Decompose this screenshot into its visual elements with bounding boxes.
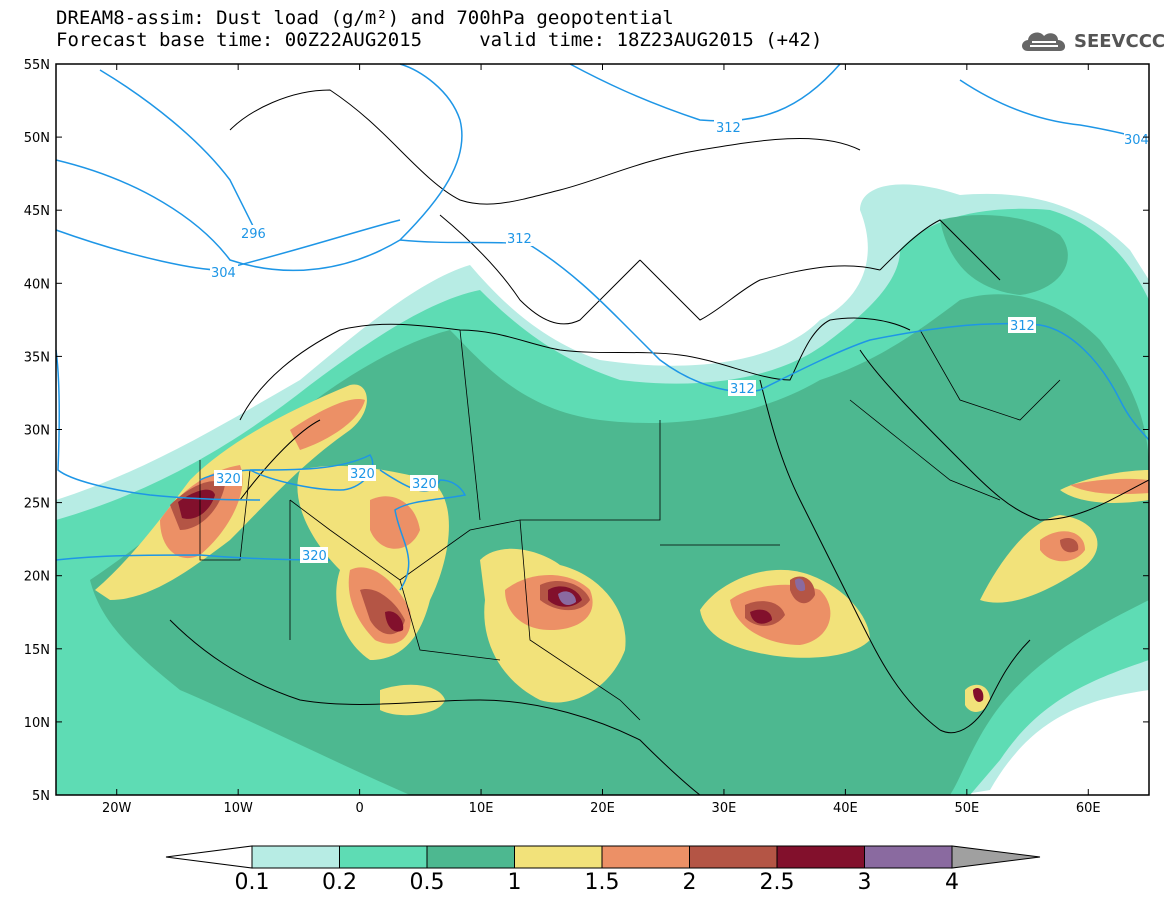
title-line-2: Forecast base time: 00Z22AUG2015 valid t… — [56, 29, 823, 51]
contour-label: 320 — [302, 549, 327, 564]
lon-tick-label: 0 — [355, 801, 363, 816]
dust-contour-0.5-east — [940, 215, 1068, 295]
colorbar-label: 0.1 — [234, 870, 270, 895]
lat-tick-label: 45N — [24, 204, 50, 219]
contour-label: 312 — [730, 382, 755, 397]
dust-field — [56, 184, 1149, 795]
colorbar-segment — [689, 845, 778, 869]
title-line-1: DREAM8-assim: Dust load (g/m²) and 700hP… — [56, 7, 674, 29]
contour-label: 312 — [1010, 319, 1035, 334]
colorbar-segment — [514, 845, 603, 869]
colorbar-segment — [339, 845, 428, 869]
lat-tick-label: 50N — [24, 131, 50, 146]
colorbar-segment — [426, 845, 515, 869]
colorbar-label: 2.5 — [759, 870, 795, 895]
lon-tick-label: 20W — [102, 801, 132, 816]
cloud-logo-icon — [1022, 32, 1066, 51]
contour-label: 304 — [211, 266, 236, 281]
lat-tick-label: 20N — [24, 570, 50, 585]
colorbar-label: 1 — [507, 870, 522, 895]
lon-tick-label: 60E — [1076, 801, 1101, 816]
colorbar-label: 3 — [857, 870, 872, 895]
dust-contour-4.0 — [558, 578, 806, 606]
colorbar — [165, 845, 1041, 869]
colorbar-over-arrow — [951, 845, 1041, 869]
colorbar-segment — [251, 845, 340, 869]
lat-tick-label: 15N — [24, 643, 50, 658]
contour-label: 320 — [350, 467, 375, 482]
contour-label: 296 — [241, 227, 266, 242]
contour-label: 312 — [716, 121, 741, 136]
lon-tick-label: 10W — [223, 801, 253, 816]
contour-label: 304 — [1124, 133, 1149, 148]
lat-tick-label: 10N — [24, 716, 50, 731]
latitude-axis: 55N 50N 45N 40N 35N 30N 25N 20N 15N 10N 5N — [24, 58, 1149, 804]
lat-tick-label: 5N — [32, 789, 50, 804]
colorbar-label: 0.2 — [322, 870, 357, 895]
seevccc-logo: SEEVCCC — [1018, 26, 1165, 56]
lon-tick-label: 10E — [469, 801, 494, 816]
contour-label: 312 — [507, 232, 532, 247]
lon-tick-label: 20E — [590, 801, 615, 816]
contour-label: 320 — [216, 472, 241, 487]
lat-tick-label: 25N — [24, 497, 50, 512]
lon-tick-label: 30E — [712, 801, 737, 816]
colorbar-label: 2 — [682, 870, 697, 895]
logo-text: SEEVCCC — [1074, 30, 1165, 52]
lat-tick-label: 40N — [24, 277, 50, 292]
contour-label: 320 — [412, 477, 437, 492]
colorbar-label: 1.5 — [584, 870, 620, 895]
colorbar-label: 0.5 — [409, 870, 445, 895]
lon-tick-label: 50E — [954, 801, 979, 816]
lon-tick-label: 40E — [833, 801, 858, 816]
lat-tick-label: 30N — [24, 424, 50, 439]
colorbar-label: 4 — [945, 870, 959, 895]
coastlines — [169, 89, 1149, 795]
colorbar-under-arrow — [165, 845, 253, 869]
geopotential-contour-labels: 312 304 296 304 312 312 312 320 320 320 … — [210, 119, 1150, 564]
country-borders — [199, 329, 1061, 721]
longitude-axis: 20W 10W 0 10E 20E 30E 40E 50E 60E — [102, 64, 1101, 816]
colorbar-segment — [776, 845, 865, 869]
lat-tick-label: 35N — [24, 350, 50, 365]
colorbar-segment — [864, 845, 953, 869]
lat-tick-label: 55N — [24, 58, 50, 73]
colorbar-segment — [601, 845, 690, 869]
